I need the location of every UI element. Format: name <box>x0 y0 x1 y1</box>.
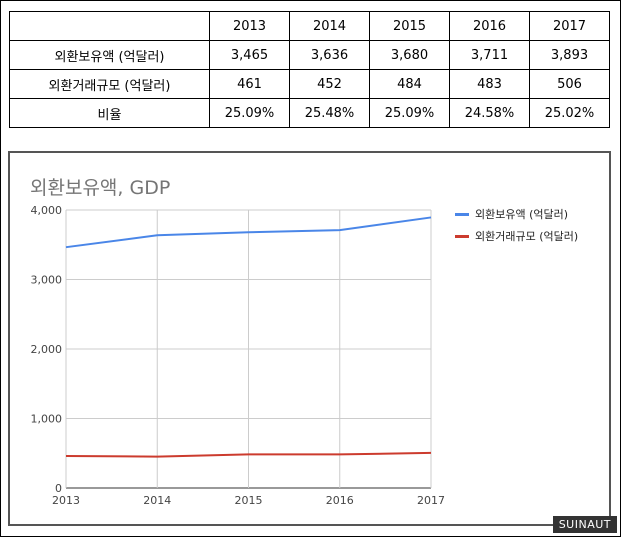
table-row-label: 비율 <box>9 98 210 128</box>
table-header-row: 2013 2014 2015 2016 2017 <box>9 11 610 41</box>
table-row: 외환보유액 (억달러) 3,465 3,636 3,680 3,711 3,893 <box>9 40 610 70</box>
y-tick-label: 0 <box>55 482 62 495</box>
table-row-label: 외환보유액 (억달러) <box>9 40 210 70</box>
table-row-label <box>9 11 210 41</box>
legend-swatch <box>455 234 469 238</box>
chart-container: 외환보유액, GDP 0 1,000 2,000 3,000 4,000 2013 2014… <box>8 151 611 526</box>
chart-title: 외환보유액, GDP <box>30 177 171 199</box>
table-cell: 2016 <box>449 11 530 41</box>
legend-label: 외환보유액 (억달러) <box>475 208 569 221</box>
x-tick-label: 2015 <box>235 494 263 507</box>
legend-label: 외환거래규모 (억달러) <box>475 230 579 243</box>
y-tick-label: 1,000 <box>31 413 63 426</box>
x-tick-label: 2017 <box>417 494 445 507</box>
table-cell: 2015 <box>369 11 450 41</box>
line-chart: 0 1,000 2,000 3,000 4,000 2013 2014 2015 2016 201… <box>31 204 446 507</box>
table-cell: 2017 <box>529 11 610 41</box>
table-cell: 506 <box>529 69 610 99</box>
data-table: 2013 2014 2015 2016 2017 외환보유액 (억달러) 3,465 3,63… <box>9 11 610 128</box>
table-cell: 483 <box>449 69 530 99</box>
y-tick-label: 2,000 <box>31 343 63 356</box>
table-row: 비율 25.09% 25.48% 25.09% 24.58% 25.02% <box>9 98 610 128</box>
table-row: 외환거래규모 (억달러) 461 452 484 483 506 <box>9 69 610 99</box>
table-cell: 24.58% <box>449 98 530 128</box>
watermark: SUINAUT <box>552 516 617 533</box>
x-tick-label: 2014 <box>143 494 171 507</box>
series-line-1 <box>65 451 432 458</box>
legend-item: 외환보유액 (억달러) <box>455 203 578 225</box>
table-row-label: 외환거래규모 (억달러) <box>9 69 210 99</box>
legend-swatch <box>455 212 469 216</box>
table-cell: 25.48% <box>289 98 370 128</box>
table-cell: 452 <box>289 69 370 99</box>
series-line-0 <box>65 216 432 249</box>
table-cell: 2014 <box>289 11 370 41</box>
y-tick-label: 3,000 <box>31 274 63 287</box>
table-cell: 3,893 <box>529 40 610 70</box>
chart-legend: 외환보유액 (억달러) 외환거래규모 (억달러) <box>455 203 578 247</box>
table-cell: 3,680 <box>369 40 450 70</box>
table-cell: 25.09% <box>209 98 290 128</box>
table-cell: 2013 <box>209 11 290 41</box>
x-tick-label: 2016 <box>326 494 354 507</box>
table-cell: 461 <box>209 69 290 99</box>
table-cell: 3,465 <box>209 40 290 70</box>
table-cell: 484 <box>369 69 450 99</box>
y-tick-label: 4,000 <box>31 204 63 217</box>
table-cell: 3,711 <box>449 40 530 70</box>
legend-item: 외환거래규모 (억달러) <box>455 225 578 247</box>
x-tick-label: 2013 <box>52 494 80 507</box>
table-cell: 25.09% <box>369 98 450 128</box>
table-cell: 25.02% <box>529 98 610 128</box>
table-cell: 3,636 <box>289 40 370 70</box>
